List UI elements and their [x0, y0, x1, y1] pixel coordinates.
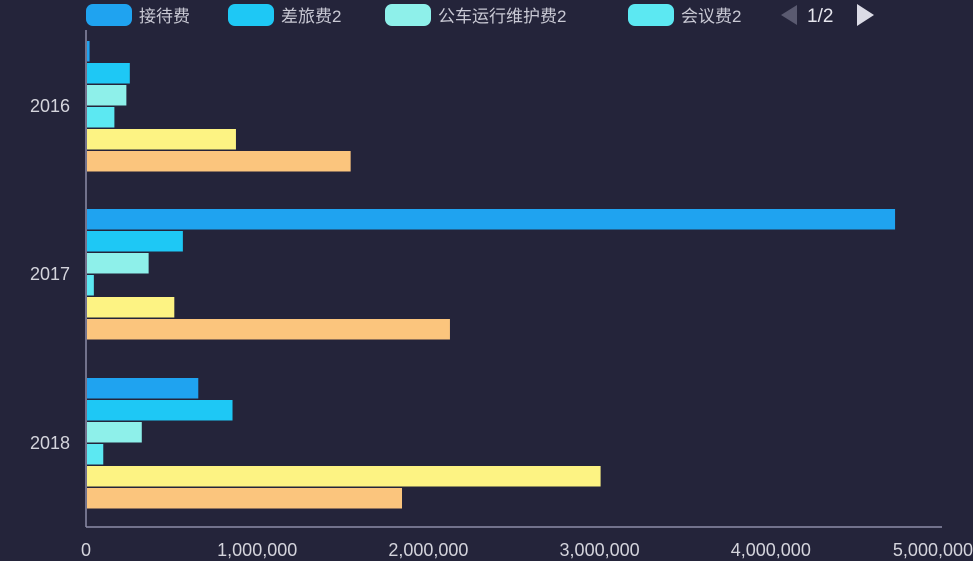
legend-label-2: 公车运行维护费2 — [438, 7, 566, 26]
category-label-2017: 2017 — [30, 264, 70, 284]
bar-2016-series-5 — [87, 151, 351, 172]
legend-label-0: 接待费 — [139, 7, 190, 26]
triangle-left-icon[interactable] — [781, 5, 797, 25]
legend-item-1[interactable]: 差旅费2 — [228, 4, 341, 26]
bar-2018-series-2 — [87, 422, 142, 443]
triangle-right-icon[interactable] — [857, 4, 874, 26]
legend-item-0[interactable]: 接待费 — [86, 4, 190, 26]
bar-2017-series-0 — [87, 209, 896, 230]
legend-swatch-0 — [86, 4, 132, 26]
x-tick-label-1: 1,000,000 — [217, 540, 297, 560]
bar-2017-series-1 — [87, 231, 183, 252]
bar-2016-series-1 — [87, 63, 130, 84]
bar-2016-series-4 — [87, 129, 236, 150]
legend-item-3[interactable]: 会议费2 — [628, 4, 741, 26]
bar-2016-series-2 — [87, 85, 127, 106]
legend-label-3: 会议费2 — [681, 7, 741, 26]
x-tick-label-0: 0 — [81, 540, 91, 560]
legend-pager: 1/2 — [781, 4, 874, 27]
category-label-2016: 2016 — [30, 96, 70, 116]
bars — [87, 41, 896, 509]
bar-2018-series-1 — [87, 400, 233, 421]
legend-swatch-1 — [228, 4, 274, 26]
bar-2018-series-5 — [87, 488, 403, 509]
bar-2017-series-2 — [87, 253, 149, 274]
bar-2018-series-3 — [87, 444, 104, 465]
axes — [85, 30, 942, 528]
bar-2018-series-4 — [87, 466, 601, 487]
pager-text: 1/2 — [807, 6, 833, 27]
legend-swatch-3 — [628, 4, 674, 26]
category-labels: 2016 2017 2018 — [30, 96, 70, 453]
legend-swatch-2 — [385, 4, 431, 26]
x-tick-labels: 0 1,000,000 2,000,000 3,000,000 4,000,000 5,0… — [81, 540, 973, 560]
bar-2016-series-0 — [87, 41, 90, 62]
x-tick-label-5: 5,000,000 — [893, 540, 973, 560]
legend-label-1: 差旅费2 — [281, 7, 341, 26]
category-label-2018: 2018 — [30, 433, 70, 453]
bar-2016-series-3 — [87, 107, 115, 128]
bar-2018-series-0 — [87, 378, 199, 399]
legend-item-2[interactable]: 公车运行维护费2 — [385, 4, 566, 26]
x-tick-label-3: 3,000,000 — [560, 540, 640, 560]
x-tick-label-4: 4,000,000 — [731, 540, 811, 560]
x-tick-label-2: 2,000,000 — [388, 540, 468, 560]
bar-2017-series-5 — [87, 319, 450, 340]
legend: 接待费 差旅费2 公车运行维护费2 会议费2 1/2 — [86, 4, 874, 27]
bar-2017-series-3 — [87, 275, 94, 296]
bar-2017-series-4 — [87, 297, 175, 318]
